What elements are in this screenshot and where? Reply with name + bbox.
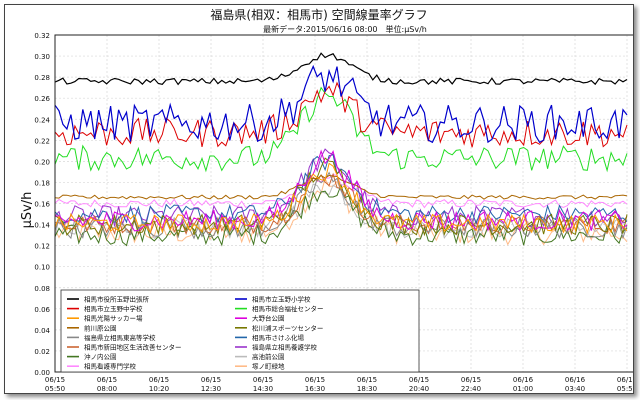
y-tick-label: 0.02 bbox=[34, 348, 50, 356]
legend-label: 松川浦スポーツセンター bbox=[252, 323, 323, 332]
legend-label: 前川原公園 bbox=[84, 323, 117, 332]
legend-label: 相馬市新田地区生活改善センター bbox=[84, 343, 182, 352]
x-tick-time: 16:30 bbox=[305, 385, 325, 393]
x-tick-time: 05:50 bbox=[45, 385, 65, 393]
legend-label: 相馬市立玉野小学校 bbox=[252, 295, 311, 304]
y-tick-label: 0.04 bbox=[34, 327, 50, 335]
chart-title: 福島県(相双：相馬市) 空間線量率グラフ bbox=[210, 7, 427, 22]
x-tick-time: 14:30 bbox=[253, 385, 273, 393]
x-tick-time: 01:00 bbox=[513, 385, 533, 393]
x-tick-date: 06/16 bbox=[617, 376, 633, 384]
legend-label: 相馬市立玉野中学校 bbox=[84, 304, 143, 313]
y-tick-label: 0.26 bbox=[34, 95, 50, 103]
series-line bbox=[54, 86, 628, 173]
y-tick-label: 0.22 bbox=[34, 137, 50, 145]
y-tick-label: 0.16 bbox=[34, 201, 50, 209]
x-tick-time: 08:00 bbox=[97, 385, 117, 393]
y-tick-label: 0.10 bbox=[34, 264, 50, 272]
y-tick-label: 0.30 bbox=[34, 53, 50, 61]
x-tick-time: 22:40 bbox=[461, 385, 481, 393]
legend-label: 相馬市さけふ化場 bbox=[252, 333, 305, 342]
x-tick-time: 18:30 bbox=[357, 385, 377, 393]
chart-subtitle: 最新データ:2015/06/16 08:00 単位:μSv/h bbox=[263, 24, 427, 34]
x-tick-date: 06/16 bbox=[565, 376, 586, 384]
x-tick-date: 06/15 bbox=[45, 376, 65, 384]
series-line bbox=[54, 174, 628, 200]
x-tick-time: 20:40 bbox=[409, 385, 429, 393]
series-line bbox=[54, 81, 628, 148]
series-line bbox=[54, 157, 628, 237]
y-tick-label: 0.32 bbox=[34, 32, 50, 40]
legend-label: 大野台公園 bbox=[252, 314, 285, 323]
legend-label: 塚ノ町緑地 bbox=[252, 362, 285, 371]
x-tick-time: 05:50 bbox=[617, 385, 633, 393]
y-tick-label: 0.28 bbox=[34, 74, 50, 82]
y-tick-label: 0.00 bbox=[34, 369, 50, 377]
legend-label: 相馬市役所玉野出張所 bbox=[84, 295, 150, 304]
x-tick-date: 06/15 bbox=[149, 376, 169, 384]
y-tick-label: 0.20 bbox=[34, 158, 50, 166]
y-tick-label: 0.18 bbox=[34, 179, 50, 187]
x-tick-time: 12:30 bbox=[201, 385, 221, 393]
y-tick-label: 0.14 bbox=[34, 222, 50, 230]
legend-label: 相馬市総合福祉センター bbox=[252, 304, 324, 313]
series-lines bbox=[54, 52, 628, 247]
series-line bbox=[54, 162, 628, 235]
y-tick-label: 0.12 bbox=[34, 243, 50, 251]
x-tick-time: 03:40 bbox=[565, 385, 585, 393]
x-tick-date: 06/15 bbox=[305, 376, 325, 384]
x-tick-date: 06/15 bbox=[409, 376, 429, 384]
x-tick-date: 06/15 bbox=[461, 376, 481, 384]
x-tick-date: 06/15 bbox=[357, 376, 377, 384]
y-tick-label: 0.06 bbox=[34, 306, 50, 314]
series-line bbox=[54, 64, 628, 144]
x-tick-date: 06/15 bbox=[253, 376, 273, 384]
y-tick-label: 0.08 bbox=[34, 285, 50, 293]
y-axis-label: μSv/h bbox=[20, 192, 35, 229]
series-line bbox=[54, 149, 628, 233]
x-ticks: 06/1505:5006/1508:0006/1510:2006/1512:30… bbox=[45, 376, 638, 393]
legend-label: 福島県立相馬養護学校 bbox=[252, 343, 318, 352]
x-tick-date: 06/15 bbox=[201, 376, 221, 384]
y-tick-label: 0.24 bbox=[34, 116, 50, 124]
y-ticks: 0.00 0.02 0.04 0.06 0.08 0.10 0.12 0.14 0.16 0.18… bbox=[34, 32, 50, 377]
chart-frame: 福島県(相双：相馬市) 空間線量率グラフ 最新データ:2015/06/16 08… bbox=[4, 4, 640, 394]
radiation-line-chart: 福島県(相双：相馬市) 空間線量率グラフ 最新データ:2015/06/16 08… bbox=[20, 7, 640, 393]
series-line bbox=[54, 52, 628, 86]
legend-label: 高池前公園 bbox=[252, 352, 285, 361]
legend-box bbox=[60, 289, 420, 373]
legend-label: 沖ノ内公園 bbox=[84, 352, 117, 361]
x-tick-date: 06/15 bbox=[97, 376, 117, 384]
x-tick-date: 06/16 bbox=[513, 376, 534, 384]
legend-label: 福島県立相馬東高等学校 bbox=[84, 333, 156, 342]
legend-label: 相馬看護専門学校 bbox=[84, 362, 137, 371]
legend-label: 相馬光陽サッカー場 bbox=[84, 314, 143, 323]
x-tick-time: 10:20 bbox=[149, 385, 169, 393]
series-line bbox=[54, 183, 628, 247]
